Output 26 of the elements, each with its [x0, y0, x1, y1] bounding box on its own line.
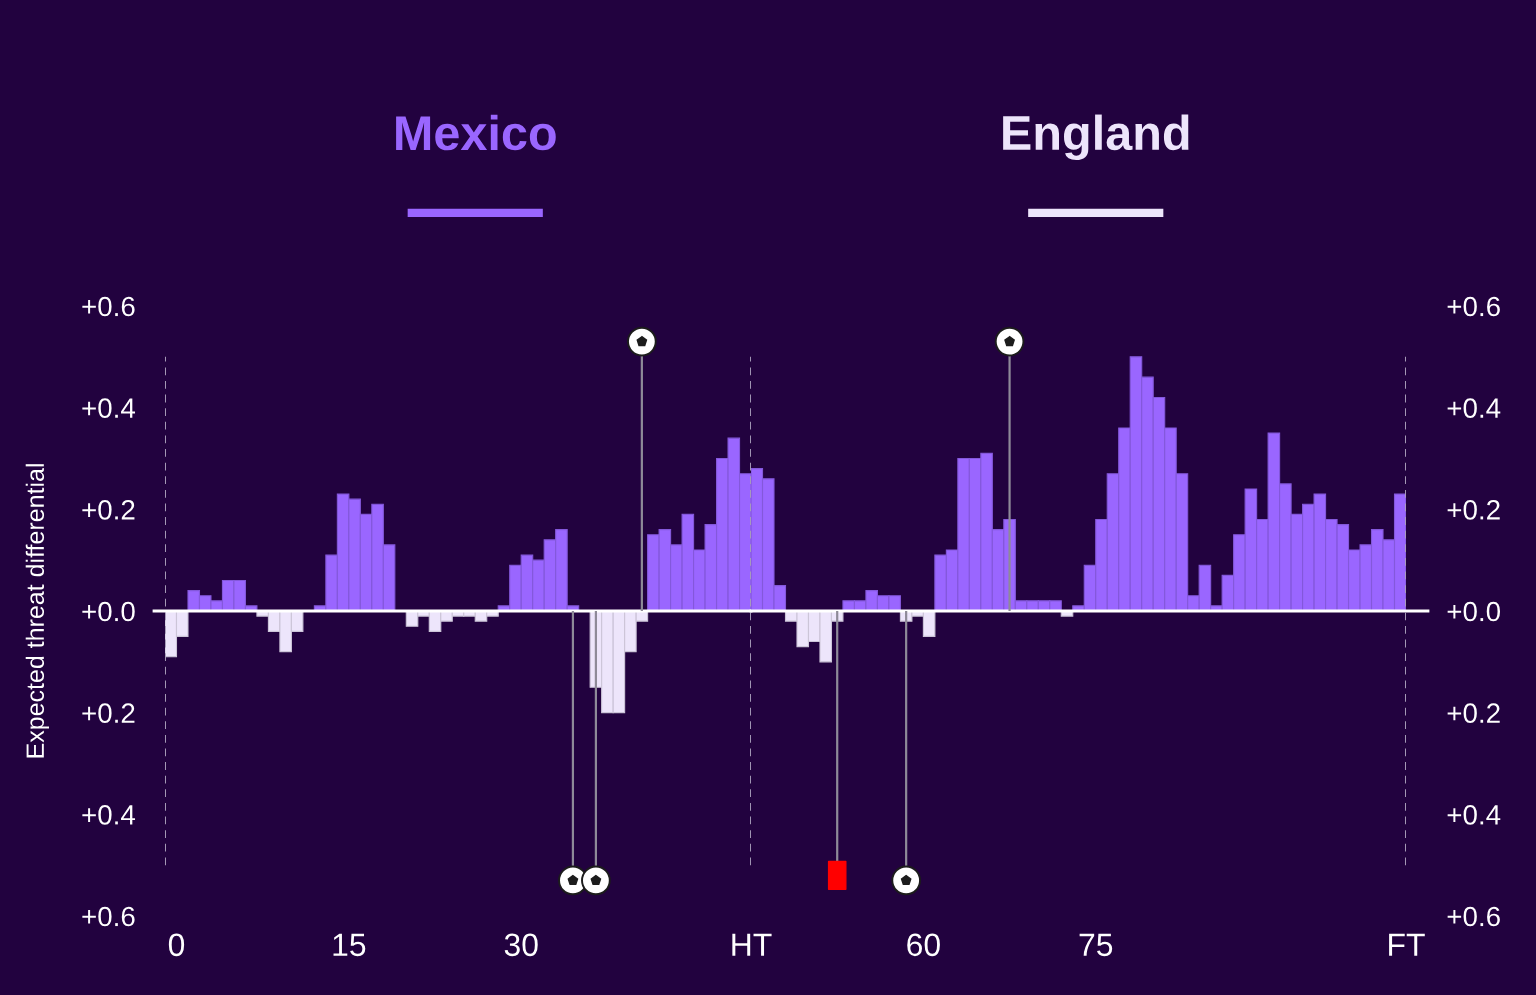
y2-tick-label: +0.0 [1447, 601, 1501, 622]
y-tick-label: +0.2 [82, 703, 135, 724]
x-tick-label: 60 [907, 933, 940, 957]
y2-tick-label: +0.2 [1447, 500, 1500, 520]
x-tick-label: 30 [504, 933, 538, 957]
x-tick-label: 75 [1079, 933, 1113, 957]
point [891, 865, 922, 896]
x-tick-label: 15 [333, 933, 366, 957]
y-tick-label: +0.6 [82, 296, 135, 317]
text: Mexico [396, 114, 556, 151]
y-tick-label: +0.2 [82, 500, 135, 520]
y2-tick-label: +0.2 [1447, 703, 1500, 724]
y-axis-title: Expected threat differential [25, 464, 49, 758]
y2-tick-label: +0.4 [1447, 398, 1501, 419]
y-tick-label: +0.4 [82, 398, 136, 419]
point [994, 326, 1025, 357]
x-tick-label: 0 [168, 933, 185, 957]
y2-tick-label: +0.4 [1447, 805, 1501, 825]
y-tick-label: +0.4 [82, 805, 136, 825]
y2-tick-label: +0.6 [1447, 296, 1500, 317]
y-tick-label: +0.6 [82, 906, 135, 927]
y2-tick-label: +0.6 [1447, 906, 1500, 927]
y-tick-label: +0.0 [82, 601, 135, 622]
text: England [1003, 114, 1189, 161]
x-tick-label: FT [1389, 933, 1425, 956]
x-tick-label: HT [732, 933, 772, 956]
